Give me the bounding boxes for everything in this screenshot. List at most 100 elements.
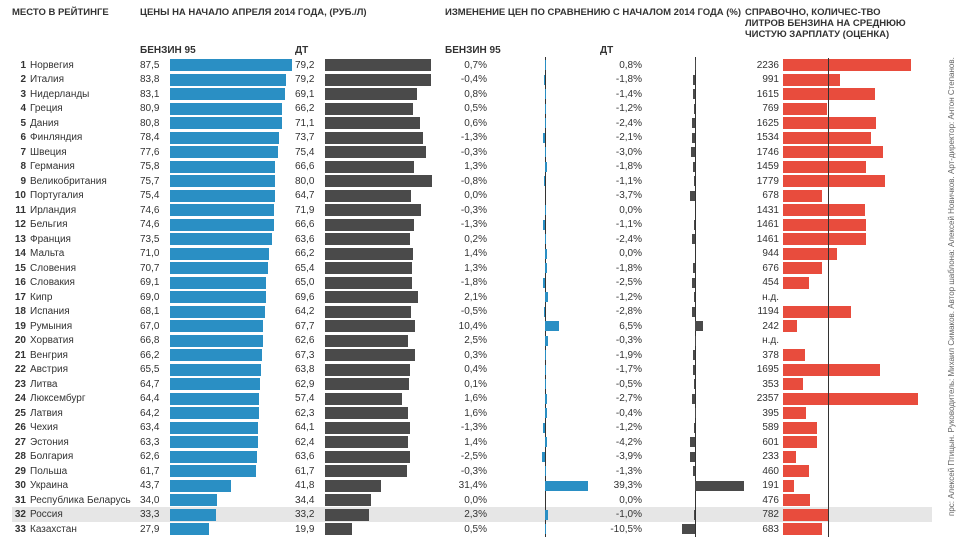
reference-bar xyxy=(783,407,920,419)
price-dt-value: 63,6 xyxy=(295,234,325,245)
table-row: 14Мальта71,066,21,4%0,0%944 xyxy=(12,246,932,261)
change-benzin-bar xyxy=(490,59,600,71)
change-dt-value: -2,4% xyxy=(600,234,645,245)
change-dt-value: 0,0% xyxy=(600,248,645,259)
change-dt-bar xyxy=(645,88,745,100)
price-dt-value: 73,7 xyxy=(295,132,325,143)
country-name: Республика Беларусь xyxy=(30,495,131,506)
price-benzin-bar xyxy=(170,451,295,463)
change-benzin-value: 0,6% xyxy=(445,118,490,129)
reference-bar xyxy=(783,509,920,521)
change-benzin-bar xyxy=(490,132,600,144)
price-benzin-value: 80,9 xyxy=(140,103,170,114)
reference-value: 1461 xyxy=(745,219,783,230)
change-benzin-value: 1,4% xyxy=(445,248,490,259)
table-row: 21Венгрия66,267,30,3%-1,9%378 xyxy=(12,348,932,363)
price-dt-bar xyxy=(325,306,445,318)
change-dt-bar xyxy=(645,422,745,434)
table-row: 22Австрия65,563,80,4%-1,7%1695 xyxy=(12,362,932,377)
change-dt-value: -1,3% xyxy=(600,466,645,477)
reference-bar xyxy=(783,436,920,448)
change-dt-bar xyxy=(645,393,745,405)
change-dt-bar xyxy=(645,262,745,274)
price-dt-bar xyxy=(325,393,445,405)
rank-number: 28 xyxy=(12,451,30,462)
reference-bar xyxy=(783,175,920,187)
reference-bar xyxy=(783,465,920,477)
price-dt-bar xyxy=(325,422,445,434)
price-dt-value: 69,1 xyxy=(295,89,325,100)
price-benzin-value: 69,0 xyxy=(140,292,170,303)
change-benzin-value: -2,5% xyxy=(445,451,490,462)
price-dt-value: 65,4 xyxy=(295,263,325,274)
price-dt-bar xyxy=(325,175,445,187)
country-name: Кипр xyxy=(30,292,52,303)
reference-baseline xyxy=(828,58,829,537)
reference-bar xyxy=(783,378,920,390)
rank-number: 14 xyxy=(12,248,30,259)
reference-value: 1746 xyxy=(745,147,783,158)
subheader-dt-1: ДТ xyxy=(295,45,445,56)
reference-value: 589 xyxy=(745,422,783,433)
table-row: 30Украина43,741,831,4%39,3%191 xyxy=(12,478,932,493)
change-benzin-bar xyxy=(490,262,600,274)
change-dt-bar xyxy=(645,306,745,318)
reference-value: 191 xyxy=(745,480,783,491)
change-benzin-bar xyxy=(490,422,600,434)
change-benzin-bar xyxy=(490,378,600,390)
header-row: МЕСТО В РЕЙТИНГЕ ЦЕНЫ НА НАЧАЛО АПРЕЛЯ 2… xyxy=(12,8,932,45)
price-benzin-value: 61,7 xyxy=(140,466,170,477)
table-row: 26Чехия63,464,1-1,3%-1,2%589 xyxy=(12,420,932,435)
change-dt-value: -2,7% xyxy=(600,393,645,404)
reference-bar xyxy=(783,364,920,376)
country-name: Словения xyxy=(30,263,76,274)
country-name: Нидерланды xyxy=(30,89,89,100)
change-dt-value: -0,3% xyxy=(600,335,645,346)
rank-number: 2 xyxy=(12,74,30,85)
price-dt-bar xyxy=(325,320,445,332)
rank-number: 32 xyxy=(12,509,30,520)
price-benzin-bar xyxy=(170,248,295,260)
header-price: ЦЕНЫ НА НАЧАЛО АПРЕЛЯ 2014 ГОДА, (РУБ./Л… xyxy=(140,8,445,41)
reference-bar xyxy=(783,59,920,71)
reference-value: 2357 xyxy=(745,393,783,404)
change-benzin-bar xyxy=(490,161,600,173)
rank-number: 13 xyxy=(12,234,30,245)
change-benzin-bar xyxy=(490,407,600,419)
price-dt-value: 41,8 xyxy=(295,480,325,491)
price-benzin-value: 83,1 xyxy=(140,89,170,100)
table-row: 32Россия33,333,22,3%-1,0%782 xyxy=(12,507,932,522)
price-benzin-bar xyxy=(170,509,295,521)
price-benzin-value: 75,4 xyxy=(140,190,170,201)
price-benzin-bar xyxy=(170,262,295,274)
price-benzin-bar xyxy=(170,88,295,100)
price-benzin-bar xyxy=(170,364,295,376)
credits-text: прс: Алексей Птицын. Руководитель: Михаи… xyxy=(947,50,956,523)
change-dt-value: -1,8% xyxy=(600,74,645,85)
change-benzin-value: 2,1% xyxy=(445,292,490,303)
rank-number: 23 xyxy=(12,379,30,390)
change-dt-value: 0,0% xyxy=(600,495,645,506)
change-benzin-value: 10,4% xyxy=(445,321,490,332)
change-benzin-bar xyxy=(490,175,600,187)
change-dt-bar xyxy=(645,161,745,173)
change-benzin-value: 2,3% xyxy=(445,509,490,520)
country-name: Чехия xyxy=(30,422,58,433)
price-dt-value: 34,4 xyxy=(295,495,325,506)
price-benzin-bar xyxy=(170,393,295,405)
change-benzin-value: -0,4% xyxy=(445,74,490,85)
change-benzin-value: 0,4% xyxy=(445,364,490,375)
table-row: 23Литва64,762,90,1%-0,5%353 xyxy=(12,377,932,392)
change-dt-value: -1,1% xyxy=(600,176,645,187)
change-dt-value: 6,5% xyxy=(600,321,645,332)
change-dt-bar xyxy=(645,335,745,347)
rank-number: 11 xyxy=(12,205,30,216)
price-dt-bar xyxy=(325,132,445,144)
change-dt-bar xyxy=(645,277,745,289)
change-dt-value: 0,0% xyxy=(600,205,645,216)
price-dt-value: 67,3 xyxy=(295,350,325,361)
change-benzin-value: -0,5% xyxy=(445,306,490,317)
price-dt-value: 61,7 xyxy=(295,466,325,477)
price-benzin-bar xyxy=(170,306,295,318)
change-dt-bar xyxy=(645,465,745,477)
